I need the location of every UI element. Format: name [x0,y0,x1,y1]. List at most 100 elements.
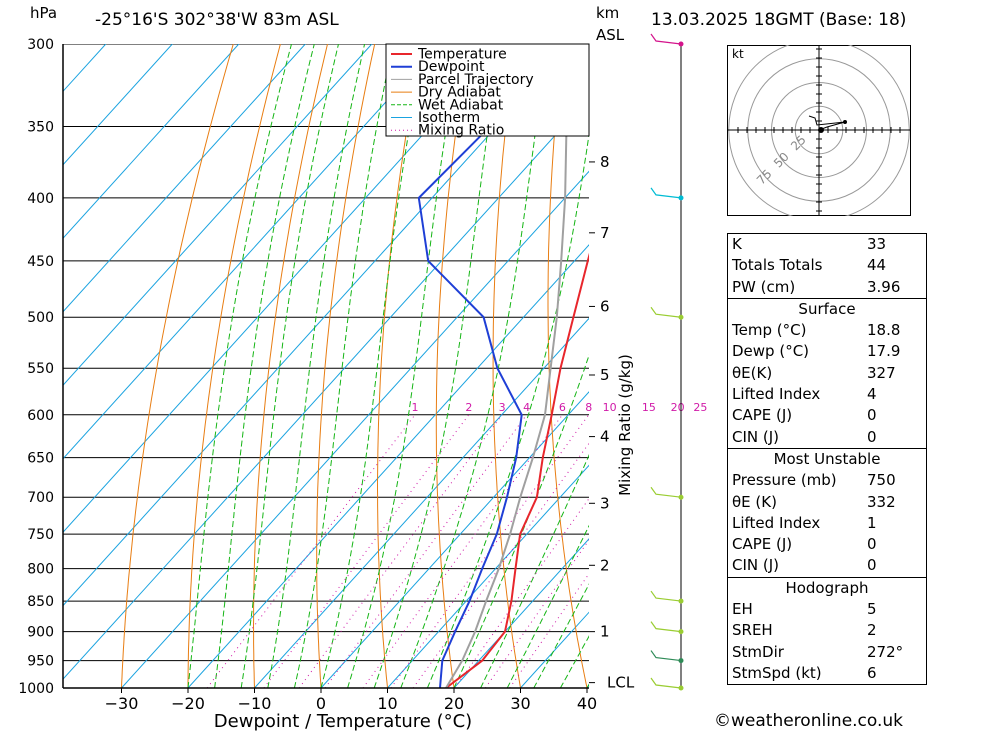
hodo-label: StmDir [732,642,784,661]
wind-barb [650,621,682,633]
pressure-tick-label: 600 [27,408,54,424]
isotherm-line [63,44,306,313]
mixing-ratio-line [298,414,503,688]
surface-value: 18.8 [867,321,901,340]
hodo-row: SREH 2 [728,620,926,641]
surface-value: 4 [867,385,877,404]
index-value: 33 [867,235,887,253]
unstable-label: CIN (J) [732,556,780,575]
unstable-row: Lifted Index 1 [728,513,926,534]
mixing-ratio-label: 2 [465,401,472,414]
index-row: Totals Totals 44 [728,255,926,276]
location-title: -25°16'S 302°38'W 83m ASL [95,10,339,30]
pressure-tick-label: 300 [27,37,54,53]
dry-adiabat-line [316,44,376,688]
height-tick-label: 2 [600,556,610,574]
index-row: PW (cm) 3.96 [728,277,926,298]
height-unit-asl: ASL [596,26,625,44]
pressure-tick-label: 750 [27,527,54,543]
wind-barb [650,306,682,318]
index-row: K 33 [728,234,926,255]
temperature-tick-label: 10 [377,694,397,713]
hodograph-trace [808,115,846,131]
temperature-tick-label: −30 [105,694,139,713]
surface-value: 17.9 [867,342,901,361]
unstable-label: Pressure (mb) [732,471,837,490]
pressure-tick-label: 700 [27,490,54,506]
isotherm-line [63,44,173,166]
wet-adiabat-line [347,44,461,688]
hodo-label: SREH [732,621,773,640]
dry-adiabat-line [492,44,521,688]
wind-barb [650,33,682,45]
wet-adiabat-line [453,353,589,688]
height-tick-label: 4 [600,428,610,446]
mixing-ratio-label: 10 [603,401,617,414]
height-tick-label: 3 [600,494,610,512]
mixing-ratio-label: 15 [642,401,656,414]
surface-row: Temp (°C) 18.8 [728,320,926,341]
dry-adiabat-line [547,44,588,688]
legend-label: Mixing Ratio [418,123,504,139]
temperature-tick-label: 40 [577,694,597,713]
surface-label: Dewp (°C) [732,342,810,361]
height-tick-label: 8 [600,153,610,171]
legend-box [385,43,590,137]
mixing-ratio-label: 3 [499,401,506,414]
dry-adiabat-line [121,44,234,688]
mixing-ratio-label: 4 [523,401,530,414]
surface-row: Lifted Index 4 [728,384,926,405]
legend-label: Wet Adiabat [418,97,504,113]
unstable-row: CIN (J) 0 [728,555,926,576]
wet-adiabat-line [187,44,292,688]
mixing-ratio-line [324,414,528,688]
legend-label: Parcel Trajectory [418,72,534,88]
temperature-tick-label: 30 [510,694,530,713]
unstable-row: Pressure (mb) 750 [728,470,926,491]
mixing-ratio-line [484,539,589,688]
hodograph-section-title: Hodograph [785,578,869,597]
hodo-row: StmDir 272° [728,642,926,663]
dry-adiabat-line [252,44,328,688]
isotherm-line [63,44,240,240]
isotherm-line [63,44,439,460]
indices-table: K 33 Totals Totals 44 PW (cm) 3.96 Surface Te… [727,233,927,686]
temperature-tick-label: 20 [444,694,464,713]
surface-label: Lifted Index [732,385,821,404]
unstable-label: Lifted Index [732,513,821,532]
mixing-ratio-line [362,414,563,688]
surface-value: 327 [867,363,896,382]
pressure-tick-label: 550 [27,361,54,377]
wet-adiabat-line [373,44,502,688]
legend-label: Dry Adiabat [418,85,501,101]
unstable-value: 0 [867,556,877,575]
wet-adiabat-line [559,635,589,688]
index-value: 3.96 [867,277,901,296]
dewpoint-profile [417,44,563,688]
hodo-value: 6 [867,663,877,682]
unstable-row: θE (K) 332 [728,492,926,513]
isotherm-line [121,170,589,688]
unstable-label: CAPE (J) [732,535,793,554]
pressure-tick-label: 800 [27,562,54,578]
hodo-value: 272° [867,642,904,661]
dry-adiabat-line [377,44,423,688]
wet-adiabat-line [320,44,426,688]
mixing-ratio-label: 25 [693,401,707,414]
wind-barb [650,486,682,498]
wind-barb [650,677,682,689]
height-tick-label: 7 [600,224,610,242]
surface-label: CIN (J) [732,427,780,446]
hodo-value: 2 [867,621,877,640]
skewt-diagram: 1 2 3 4 6 8 10 15 20 2530035040045050055060065070… [18,33,707,732]
pressure-tick-label: 650 [27,451,54,467]
surface-row: CIN (J) 0 [728,427,926,448]
mixing-ratio-line [509,572,589,688]
datetime-title: 13.03.2025 18GMT (Base: 18) [651,10,907,30]
temperature-tick-label: −10 [238,694,272,713]
dry-adiabat-line [187,44,281,688]
surface-value: 0 [867,406,877,425]
unstable-label: θE (K) [732,492,777,511]
